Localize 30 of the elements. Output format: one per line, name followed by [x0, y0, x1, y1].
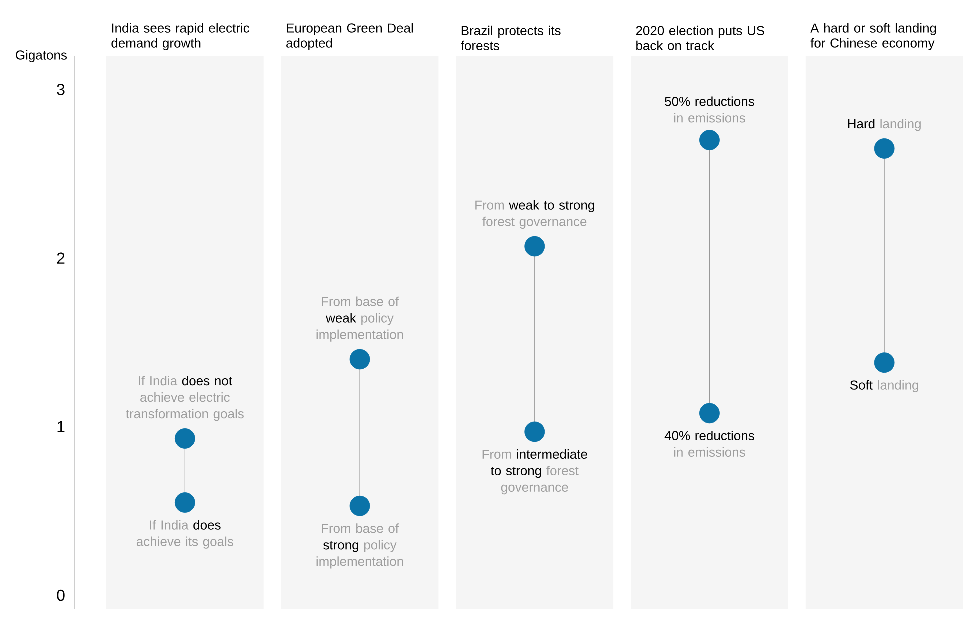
y-tick-label: 2 [57, 252, 65, 264]
y-axis-title: Gigatons [16, 50, 68, 62]
annotation: 50% reductions in emissions [665, 96, 754, 123]
point [524, 236, 546, 257]
y-tick-label: 1 [58, 421, 65, 432]
annotation: If India does achieve its goals [136, 520, 234, 549]
annotation: From weak to strong forest governance [476, 200, 594, 229]
point [700, 130, 720, 150]
y-tick-label: 3 [57, 84, 65, 96]
annotation: Soft landing [850, 380, 918, 392]
point [524, 422, 546, 442]
annotation: From intermediate to strong forest governance [482, 449, 588, 495]
point [350, 496, 370, 516]
annotation: From base of strong policy implementation [316, 524, 404, 569]
point [874, 138, 895, 159]
annotation: If India does not achieve electric transformation goals [126, 376, 244, 422]
point [700, 403, 720, 424]
x-tick-label: Brazil protects its forests [461, 26, 561, 50]
annotation: 40% reductions in emissions [664, 430, 754, 457]
x-tick-label: European Green Deal adopted [286, 23, 414, 50]
point [350, 349, 370, 370]
y-tick-label: 0 [57, 590, 65, 602]
point [874, 352, 895, 374]
annotation: From base of weak policy implementation [316, 296, 404, 342]
x-tick-label: India sees rapid electric demand growth [112, 23, 250, 50]
annotation: Hard landing [848, 119, 921, 132]
x-tick-label: A hard or soft landing for Chinese economy [810, 23, 936, 50]
point [174, 428, 196, 449]
x-tick-label: 2020 election puts US back on track [636, 26, 764, 50]
point [174, 492, 196, 513]
